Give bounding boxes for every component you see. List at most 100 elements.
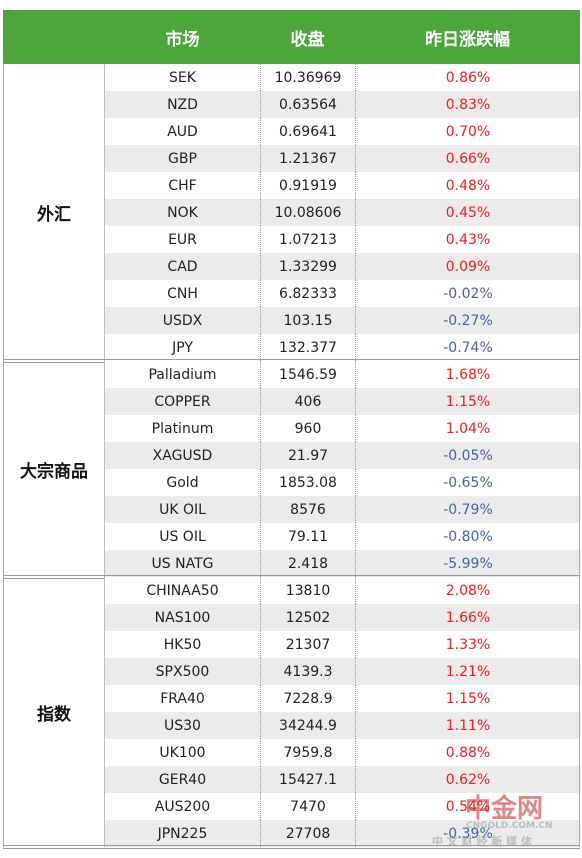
row-bg bbox=[105, 712, 580, 739]
market-cell: UK OIL bbox=[159, 501, 206, 518]
change-cell: -0.02% bbox=[355, 280, 580, 307]
change-cell: -0.27% bbox=[355, 307, 580, 334]
market-cell: NAS100 bbox=[154, 609, 211, 626]
close-cell: 132.377 bbox=[260, 334, 355, 361]
change-cell: 0.62% bbox=[355, 766, 580, 793]
group-label: 外汇 bbox=[3, 64, 105, 361]
group-label: 大宗商品 bbox=[3, 361, 105, 577]
change-cell: 1.11% bbox=[355, 712, 580, 739]
close-cell: 1853.08 bbox=[260, 469, 355, 496]
market-cell: COPPER bbox=[154, 393, 211, 410]
close-cell: 1546.59 bbox=[260, 361, 355, 388]
row-bg bbox=[105, 793, 580, 820]
close-cell: 1.07213 bbox=[260, 226, 355, 253]
market-cell: AUS200 bbox=[154, 798, 211, 815]
row-bg bbox=[105, 523, 580, 550]
market-cell: US OIL bbox=[159, 528, 206, 545]
close-cell: 12502 bbox=[260, 604, 355, 631]
row-bg bbox=[105, 631, 580, 658]
close-cell: 7470 bbox=[260, 793, 355, 820]
market-cell: HK50 bbox=[163, 636, 202, 653]
row-bg bbox=[105, 685, 580, 712]
row-bg bbox=[105, 496, 580, 523]
row-bg bbox=[105, 118, 580, 145]
change-cell: -0.79% bbox=[355, 496, 580, 523]
change-cell: -0.74% bbox=[355, 334, 580, 361]
market-cell: JPN225 bbox=[157, 825, 208, 842]
row-bg bbox=[105, 766, 580, 793]
close-cell: 1.21367 bbox=[260, 145, 355, 172]
change-cell: -0.39% bbox=[355, 820, 580, 847]
market-cell: AUD bbox=[167, 123, 198, 140]
market-cell: CAD bbox=[167, 258, 198, 275]
market-cell: GBP bbox=[168, 150, 197, 167]
market-cell: FRA40 bbox=[160, 690, 205, 707]
close-cell: 1.33299 bbox=[260, 253, 355, 280]
close-cell: 2.418 bbox=[260, 550, 355, 577]
watermark-slogan: 中 文 财 经 新 媒 体 bbox=[432, 834, 532, 848]
row-bg bbox=[105, 307, 580, 334]
close-cell: 27708 bbox=[260, 820, 355, 847]
row-bg bbox=[105, 658, 580, 685]
close-cell: 21307 bbox=[260, 631, 355, 658]
change-cell: 1.33% bbox=[355, 631, 580, 658]
change-cell: -0.65% bbox=[355, 469, 580, 496]
close-cell: 13810 bbox=[260, 577, 355, 604]
watermark-logo: 中金网 bbox=[465, 793, 544, 824]
close-cell: 34244.9 bbox=[260, 712, 355, 739]
close-cell: 79.11 bbox=[260, 523, 355, 550]
market-cell: XAGUSD bbox=[152, 447, 213, 464]
row-bg bbox=[105, 226, 580, 253]
close-cell: 10.08606 bbox=[260, 199, 355, 226]
market-cell: US NATG bbox=[151, 555, 214, 572]
change-cell: -5.99% bbox=[355, 550, 580, 577]
row-bg bbox=[105, 739, 580, 766]
change-cell: 1.04% bbox=[355, 415, 580, 442]
change-cell: 0.09% bbox=[355, 253, 580, 280]
row-bg bbox=[105, 253, 580, 280]
market-cell: Palladium bbox=[148, 366, 217, 383]
market-cell: CHF bbox=[168, 177, 197, 194]
change-cell: 0.48% bbox=[355, 172, 580, 199]
change-cell: -0.80% bbox=[355, 523, 580, 550]
row-bg bbox=[105, 442, 580, 469]
close-cell: 960 bbox=[260, 415, 355, 442]
market-cell: Platinum bbox=[151, 420, 214, 437]
close-cell: 0.63564 bbox=[260, 91, 355, 118]
row-bg bbox=[105, 145, 580, 172]
market-cell: US30 bbox=[164, 717, 201, 734]
change-cell: 0.83% bbox=[355, 91, 580, 118]
change-cell: 0.88% bbox=[355, 739, 580, 766]
header-cell: 收盘 bbox=[290, 29, 325, 50]
market-cell: SPX500 bbox=[155, 663, 210, 680]
market-cell: CNH bbox=[167, 285, 198, 302]
row-bg bbox=[105, 334, 580, 361]
change-cell: 1.15% bbox=[355, 388, 580, 415]
close-cell: 0.91919 bbox=[260, 172, 355, 199]
close-cell: 4139.3 bbox=[260, 658, 355, 685]
market-cell: NZD bbox=[167, 96, 198, 113]
row-bg bbox=[105, 280, 580, 307]
change-cell: 1.21% bbox=[355, 658, 580, 685]
change-cell: 0.43% bbox=[355, 226, 580, 253]
market-cell: JPY bbox=[172, 339, 193, 356]
row-bg bbox=[105, 577, 580, 604]
close-cell: 21.97 bbox=[260, 442, 355, 469]
market-cell: EUR bbox=[168, 231, 197, 248]
close-cell: 406 bbox=[260, 388, 355, 415]
close-cell: 10.36969 bbox=[260, 64, 355, 91]
close-cell: 0.69641 bbox=[260, 118, 355, 145]
group-label: 指数 bbox=[3, 577, 105, 847]
close-cell: 7959.8 bbox=[260, 739, 355, 766]
close-cell: 7228.9 bbox=[260, 685, 355, 712]
row-bg bbox=[105, 199, 580, 226]
row-bg bbox=[105, 550, 580, 577]
change-cell: 1.68% bbox=[355, 361, 580, 388]
market-cell: Gold bbox=[166, 474, 199, 491]
change-cell: 1.66% bbox=[355, 604, 580, 631]
market-cell: USDX bbox=[162, 312, 203, 329]
change-cell: 0.86% bbox=[355, 64, 580, 91]
market-cell: CHINAA50 bbox=[146, 582, 219, 599]
market-cell: GER40 bbox=[158, 771, 207, 788]
